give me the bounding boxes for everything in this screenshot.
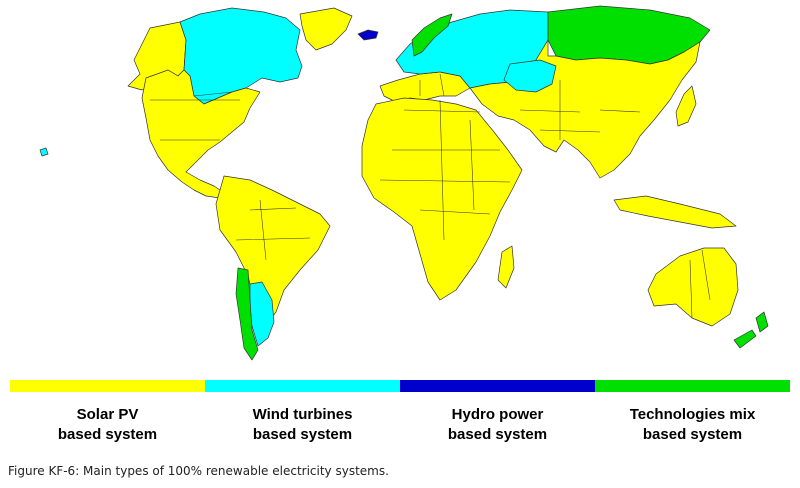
region-madagascar (497, 245, 515, 289)
legend-labels: Solar PV based system Wind turbines based… (10, 405, 790, 445)
legend-bar (10, 380, 790, 392)
region-south-america (215, 175, 331, 329)
legend-swatch-hydro (400, 380, 595, 392)
region-southern-europe (379, 71, 471, 103)
legend-swatch-mix (595, 380, 790, 392)
legend-label-solar: Solar PV based system (57, 406, 158, 443)
region-australia (647, 247, 739, 327)
country-borders (150, 39, 711, 319)
region-iceland (357, 29, 379, 41)
region-greenland (299, 7, 353, 51)
region-central-asia (503, 59, 557, 93)
region-indonesia (613, 195, 737, 229)
region-norway (411, 13, 453, 57)
legend-label-hydro: Hydro power based system (447, 406, 548, 443)
region-africa (361, 97, 523, 301)
region-hawaii (39, 147, 49, 157)
figure-caption: Figure KF-6: Main types of 100% renewabl… (8, 464, 389, 478)
region-chile (235, 267, 259, 361)
legend-label-mix: Technologies mix based system (629, 406, 756, 443)
world-map (39, 5, 769, 361)
legend-swatch-solar (10, 380, 205, 392)
region-new-zealand (733, 311, 769, 349)
legend-label-wind: Wind turbines based system (252, 406, 353, 443)
region-japan (675, 85, 697, 127)
legend-swatch-wind (205, 380, 400, 392)
